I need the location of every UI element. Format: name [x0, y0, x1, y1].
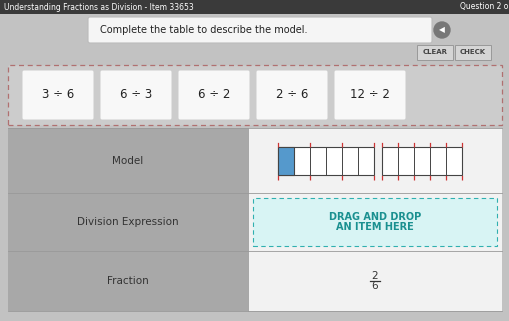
Text: DRAG AND DROP: DRAG AND DROP: [328, 212, 420, 222]
Bar: [277, 146, 293, 175]
Text: Question 2 o: Question 2 o: [459, 3, 507, 12]
Bar: [8, 128, 501, 311]
Text: CHECK: CHECK: [459, 49, 485, 56]
Text: 3 ÷ 6: 3 ÷ 6: [42, 89, 74, 101]
FancyBboxPatch shape: [22, 70, 94, 120]
Text: CLEAR: CLEAR: [421, 49, 446, 56]
Text: Fraction: Fraction: [107, 276, 149, 286]
Text: ◀: ◀: [438, 25, 444, 34]
Bar: [277, 146, 373, 175]
FancyBboxPatch shape: [88, 17, 431, 43]
FancyBboxPatch shape: [252, 198, 496, 246]
FancyBboxPatch shape: [256, 70, 327, 120]
Bar: [381, 146, 461, 175]
Text: 2: 2: [371, 271, 378, 281]
FancyBboxPatch shape: [8, 65, 501, 125]
Text: 6 ÷ 2: 6 ÷ 2: [197, 89, 230, 101]
Text: Understanding Fractions as Division - Item 33653: Understanding Fractions as Division - It…: [4, 3, 193, 12]
Bar: [247, 128, 501, 311]
Text: 6 ÷ 3: 6 ÷ 3: [120, 89, 152, 101]
Text: Division Expression: Division Expression: [77, 217, 179, 227]
Text: 2 ÷ 6: 2 ÷ 6: [275, 89, 307, 101]
Text: 12 ÷ 2: 12 ÷ 2: [349, 89, 389, 101]
FancyBboxPatch shape: [454, 45, 490, 60]
FancyBboxPatch shape: [100, 70, 172, 120]
Circle shape: [433, 22, 449, 38]
Text: Model: Model: [112, 155, 144, 166]
FancyBboxPatch shape: [333, 70, 405, 120]
Text: Complete the table to describe the model.: Complete the table to describe the model…: [100, 25, 307, 35]
Text: AN ITEM HERE: AN ITEM HERE: [335, 222, 413, 232]
Text: 6: 6: [371, 281, 378, 291]
Bar: [0, 0, 509, 14]
FancyBboxPatch shape: [416, 45, 452, 60]
FancyBboxPatch shape: [178, 70, 249, 120]
